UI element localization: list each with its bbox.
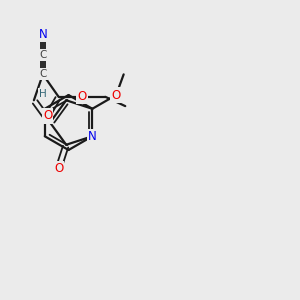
Text: O: O (112, 88, 121, 101)
Text: O: O (43, 110, 52, 122)
Text: N: N (38, 28, 47, 41)
Text: C: C (39, 50, 46, 60)
Text: C: C (39, 69, 46, 79)
Text: O: O (54, 162, 63, 175)
Text: H: H (39, 89, 46, 99)
Text: O: O (77, 90, 87, 103)
Text: N: N (88, 130, 97, 143)
